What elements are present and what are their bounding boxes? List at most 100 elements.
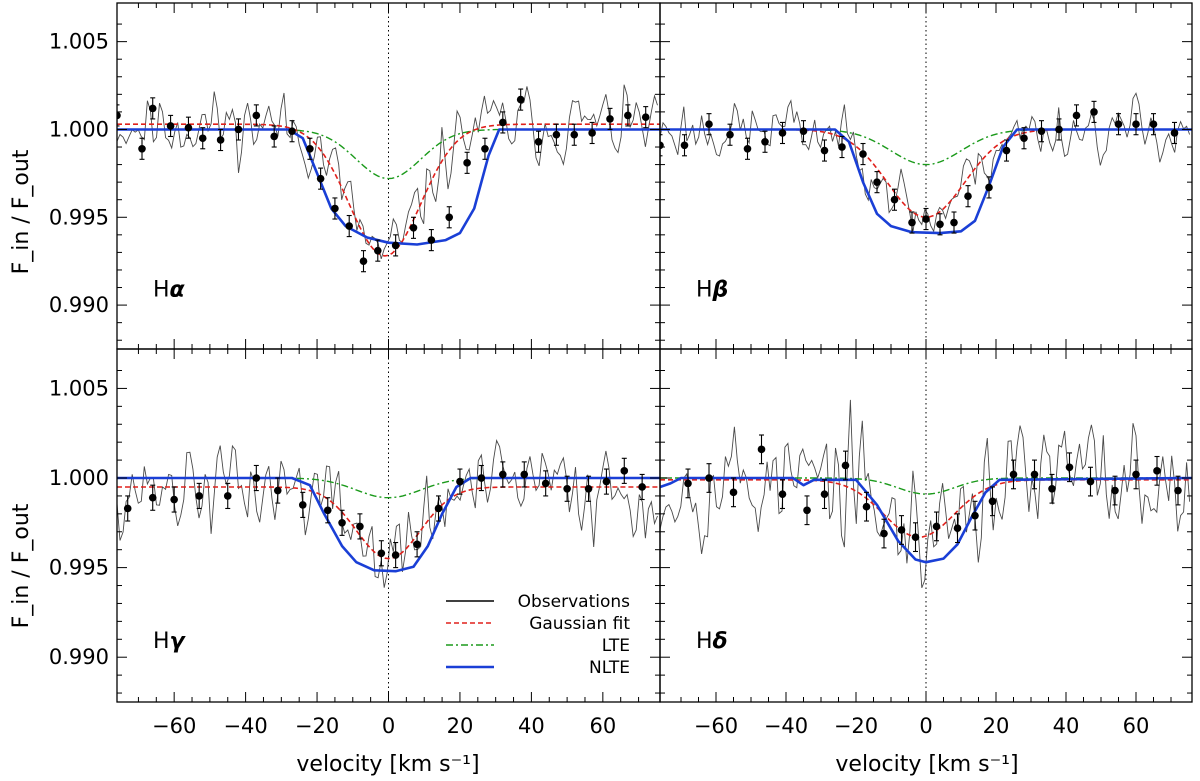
x-tick-label: 0 [382,714,395,738]
x-axis-title-right: velocity [km s⁻¹] [835,752,1018,777]
y-tick-label: 0.990 [49,645,109,669]
x-tick-label: −40 [223,714,267,738]
binned-point [859,150,867,158]
nlte-series [660,128,1192,235]
legend-label: NLTE [589,658,630,678]
binned-point [584,484,593,493]
binned-point [323,506,332,515]
binned-point [338,519,346,527]
line-label-letter: H [153,629,170,654]
binned-point [988,497,997,506]
binned-point [170,495,178,504]
binned-point [932,522,941,531]
x-tick-label: 40 [518,714,545,738]
x-tick-label: −20 [834,714,878,738]
binned-point [1086,477,1095,486]
binned-point [298,501,307,509]
binned-point [270,132,278,141]
binned-point [148,493,157,502]
line-label-greek: γ [170,629,187,654]
binned-point [985,183,993,192]
binned-point [680,141,689,150]
binned-point [638,483,646,491]
binned-point [273,486,282,495]
binned-point [1132,470,1140,479]
binned-point [606,115,614,123]
binned-point [377,549,386,558]
binned-point [252,111,261,120]
y-tick-label: 1.005 [49,376,109,400]
binned-point [1020,134,1028,143]
panel-2: Hβ [659,2,1193,350]
panel-plot-area [660,3,1192,349]
binned-point [1009,470,1018,479]
binned-point [1055,125,1063,134]
binned-point [516,95,525,104]
binned-point [729,488,738,497]
line-label-greek: δ [713,629,728,654]
binned-point [409,224,418,232]
binned-point [922,215,930,223]
y-tick-label: 0.995 [49,205,109,229]
binned-point [908,218,916,227]
binned-point [138,144,146,153]
panel-frame [659,2,1193,350]
binned-point [803,506,811,515]
observations-series [660,399,1191,589]
binned-point [936,220,944,229]
x-axis-title-left: velocity [km s⁻¹] [296,752,479,777]
binned-point [964,192,972,200]
binned-point [799,127,808,136]
binned-point [477,474,486,482]
x-tick-label: 20 [447,714,474,738]
binned-point [252,474,261,482]
panel-frame [116,2,661,350]
binned-point [911,533,920,541]
panel-plot-area [117,3,660,349]
binned-point [820,490,829,498]
y-tick-label: 0.995 [49,556,109,580]
binned-point [195,492,203,500]
panel-1: 0.990 0.995 1.000 1.005 Hα [49,2,661,350]
nlte-series [117,128,660,246]
binned-point [950,218,958,227]
y-axis-title-bottom: F_in / F_out [9,503,34,628]
binned-point [1002,146,1011,155]
binned-point [880,529,888,538]
binned-point [1037,127,1046,136]
binned-point [345,222,354,230]
line-label: Hβ [696,277,728,302]
binned-point [726,130,734,139]
binned-point [552,130,561,139]
binned-point [1048,484,1056,493]
binned-point [373,246,382,255]
gaussian-fit-series [660,478,1192,538]
panel-plot-area [660,349,1192,702]
binned-point [331,204,339,213]
binned-point [743,144,752,153]
binned-point [123,504,132,513]
binned-point [391,241,400,250]
binned-point [897,526,906,534]
binned-point [757,445,766,454]
lte-series [660,128,1192,166]
binned-point [117,111,121,120]
x-tick-label: −60 [694,714,738,738]
binned-point [541,479,550,488]
binned-point [953,524,962,532]
binned-point [356,522,364,531]
binned-point [873,178,881,186]
binned-point [684,479,692,488]
binned-point [705,474,713,482]
binned-point [862,502,871,511]
binned-point [234,125,243,134]
binned-point [1114,120,1123,128]
lte-series [117,128,660,180]
binned-point [306,144,314,153]
binned-point [499,470,507,479]
binned-point [624,111,632,120]
y-tick-label: 1.005 [49,30,109,54]
binned-point [588,129,596,137]
line-label-greek: β [712,277,729,302]
